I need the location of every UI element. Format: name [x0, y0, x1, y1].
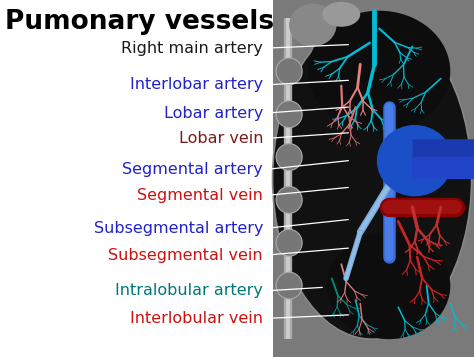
Ellipse shape — [322, 2, 360, 27]
Ellipse shape — [289, 4, 337, 46]
Ellipse shape — [276, 272, 302, 299]
Text: Subsegmental vein: Subsegmental vein — [109, 248, 263, 263]
Ellipse shape — [276, 58, 302, 85]
Ellipse shape — [377, 125, 453, 196]
Ellipse shape — [273, 18, 472, 339]
Ellipse shape — [276, 230, 302, 256]
Ellipse shape — [327, 232, 450, 339]
Ellipse shape — [276, 144, 302, 171]
Text: Lobar vein: Lobar vein — [179, 131, 263, 146]
Text: Interlobular vein: Interlobular vein — [130, 311, 263, 326]
Text: Subsegmental artery: Subsegmental artery — [93, 221, 263, 236]
Text: Interlobar artery: Interlobar artery — [130, 77, 263, 92]
Text: Lobar artery: Lobar artery — [164, 106, 263, 121]
Text: Segmental vein: Segmental vein — [137, 188, 263, 203]
Text: Intralobular artery: Intralobular artery — [115, 283, 263, 298]
Ellipse shape — [276, 187, 302, 213]
Text: Right main artery: Right main artery — [121, 41, 263, 56]
Ellipse shape — [276, 101, 302, 128]
Ellipse shape — [308, 11, 450, 132]
Bar — [273, 0, 474, 357]
Text: Segmental artery: Segmental artery — [122, 162, 263, 177]
Text: Pumonary vessels: Pumonary vessels — [5, 9, 274, 35]
